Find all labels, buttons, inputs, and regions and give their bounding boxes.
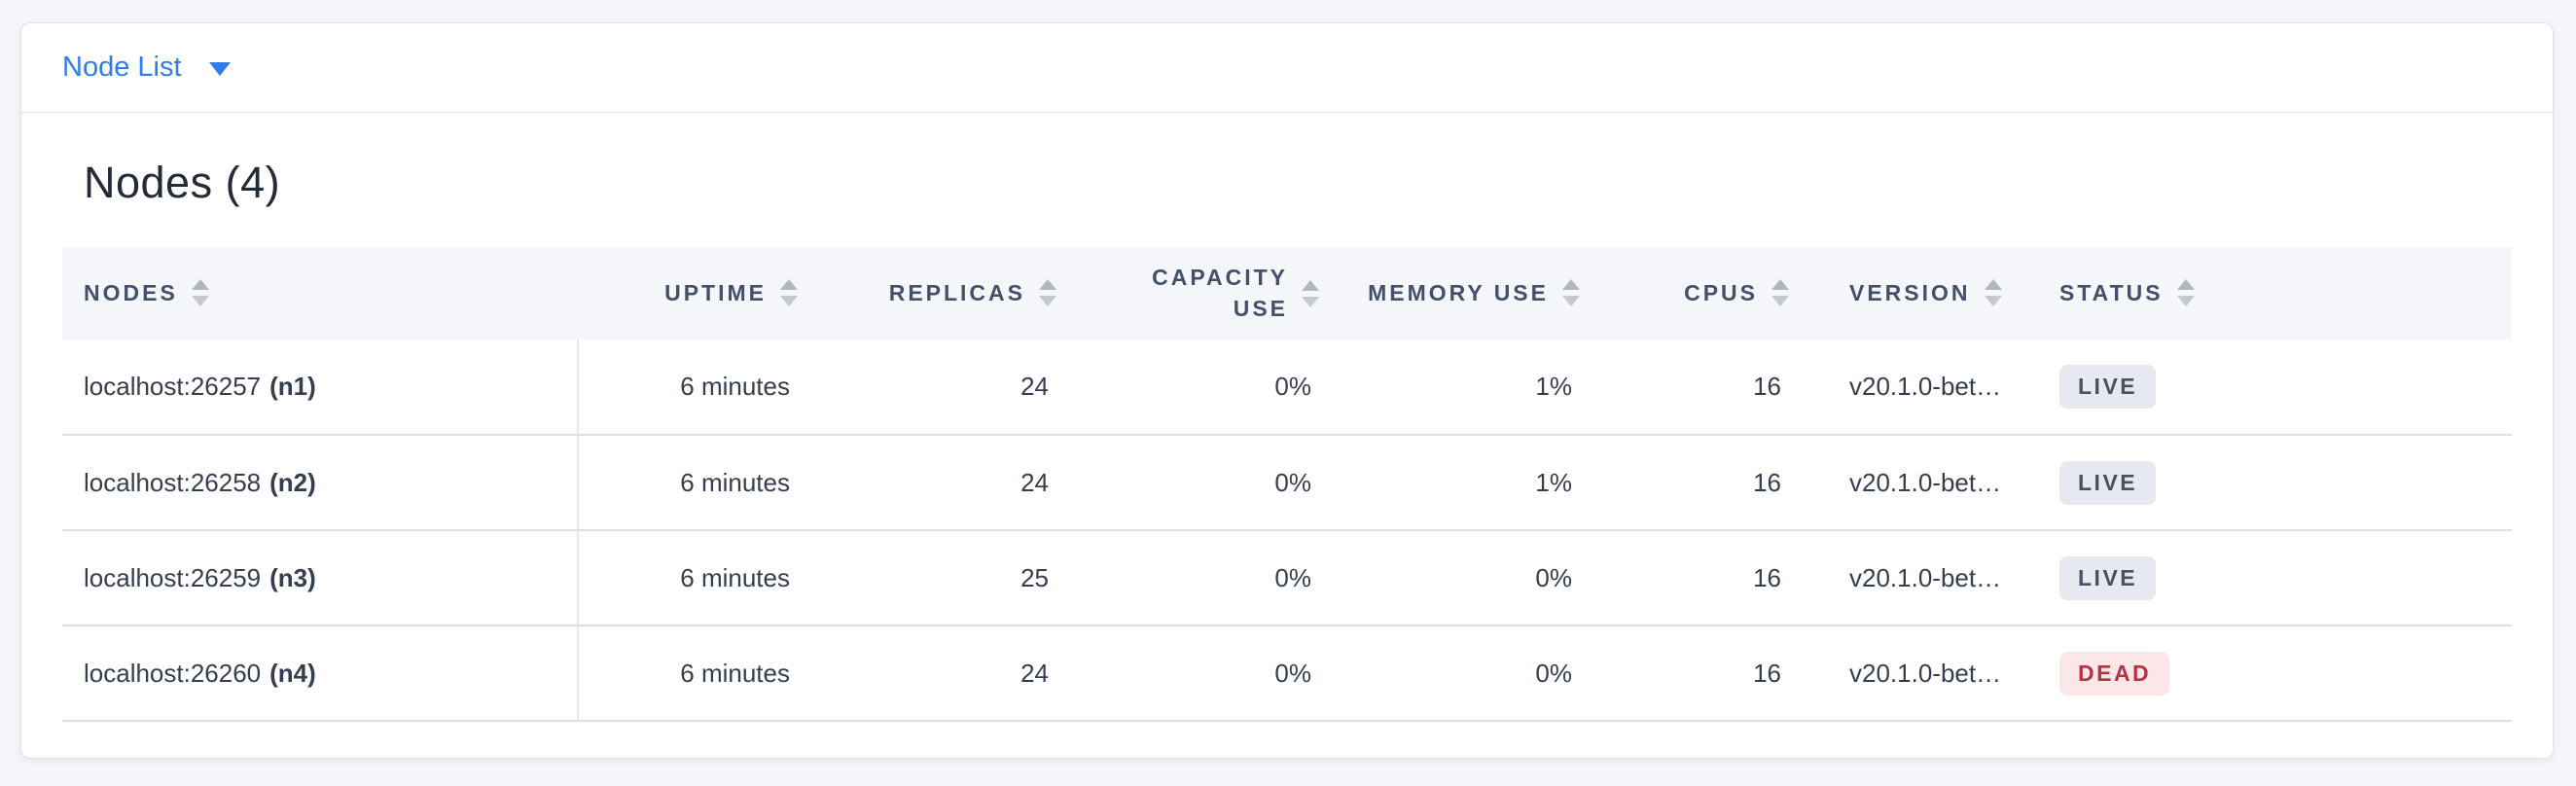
uptime-cell: 6 minutes xyxy=(578,530,811,626)
nodes-table: NODES UPTIME REPLICAS xyxy=(62,247,2512,722)
column-header-uptime[interactable]: UPTIME xyxy=(578,247,811,339)
sort-icon xyxy=(1984,279,2002,307)
node-address-cell: localhost:26260 (n4) xyxy=(62,625,579,722)
column-header-replicas[interactable]: REPLICAS xyxy=(811,247,1070,339)
version-cell: v20.1.0-bet… xyxy=(1803,530,2036,626)
replicas-cell: 25 xyxy=(811,530,1070,626)
replicas-cell: 24 xyxy=(811,339,1070,436)
view-dropdown[interactable]: Node List xyxy=(62,52,231,84)
table-row: localhost:26259 (n3) 6 minutes 25 0% 0% 1… xyxy=(62,530,2512,626)
sort-icon xyxy=(1562,279,1580,307)
sort-icon xyxy=(2176,279,2195,307)
memory-use-cell: 0% xyxy=(1333,625,1593,722)
version-cell: v20.1.0-bet… xyxy=(1803,435,2036,531)
chevron-down-icon xyxy=(208,62,231,76)
status-badge: LIVE xyxy=(2059,460,2157,505)
node-id: (n1) xyxy=(269,372,316,401)
column-header-status[interactable]: STATUS xyxy=(2036,247,2512,339)
memory-use-cell: 1% xyxy=(1333,435,1593,531)
sort-icon xyxy=(1039,279,1056,307)
status-cell: LIVE xyxy=(2036,339,2512,436)
status-cell: LIVE xyxy=(2036,435,2512,531)
status-badge: DEAD xyxy=(2059,651,2170,696)
node-address-cell: localhost:26258 (n2) xyxy=(62,435,579,531)
capacity-use-cell: 0% xyxy=(1070,530,1333,626)
view-dropdown-label: Node List xyxy=(62,52,182,83)
sort-icon xyxy=(1771,279,1789,307)
sort-icon xyxy=(191,279,209,307)
page-title: Nodes (4) xyxy=(84,158,281,207)
column-header-nodes[interactable]: NODES xyxy=(62,247,578,339)
node-list-card: Node List Nodes (4) NODES xyxy=(20,22,2554,759)
node-list-content: Nodes (4) NODES xyxy=(21,113,2553,722)
table-header-row: NODES UPTIME REPLICAS xyxy=(62,247,2512,339)
uptime-cell: 6 minutes xyxy=(578,435,811,531)
uptime-cell: 6 minutes xyxy=(578,339,811,436)
cpus-cell: 16 xyxy=(1593,339,1803,436)
cpus-cell: 16 xyxy=(1593,530,1803,626)
replicas-cell: 24 xyxy=(811,625,1070,722)
node-id: (n4) xyxy=(269,658,316,688)
version-cell: v20.1.0-bet… xyxy=(1803,625,2036,722)
capacity-use-cell: 0% xyxy=(1070,625,1333,722)
status-badge: LIVE xyxy=(2059,365,2157,409)
sort-icon xyxy=(780,279,798,307)
sort-icon xyxy=(1302,279,1319,307)
capacity-use-cell: 0% xyxy=(1070,339,1333,436)
node-address-cell: localhost:26259 (n3) xyxy=(62,530,579,626)
memory-use-cell: 1% xyxy=(1333,339,1593,436)
cpus-cell: 16 xyxy=(1593,625,1803,722)
table-row: localhost:26258 (n2) 6 minutes 24 0% 1% 1… xyxy=(62,435,2512,531)
cpus-cell: 16 xyxy=(1593,435,1803,531)
table-row: localhost:26260 (n4) 6 minutes 24 0% 0% 1… xyxy=(62,625,2512,722)
column-header-capacity-use[interactable]: CAPACITY USE xyxy=(1070,247,1333,339)
node-address-cell: localhost:26257 (n1) xyxy=(62,339,579,436)
memory-use-cell: 0% xyxy=(1333,530,1593,626)
column-header-memory-use[interactable]: MEMORY USE xyxy=(1333,247,1593,339)
capacity-use-cell: 0% xyxy=(1070,435,1333,531)
status-cell: DEAD xyxy=(2036,625,2512,722)
column-header-cpus[interactable]: CPUS xyxy=(1593,247,1803,339)
status-cell: LIVE xyxy=(2036,530,2512,626)
table-row: localhost:26257 (n1) 6 minutes 24 0% 1% 1… xyxy=(62,339,2512,436)
status-badge: LIVE xyxy=(2059,555,2157,600)
view-selector-bar: Node List xyxy=(21,23,2553,113)
version-cell: v20.1.0-bet… xyxy=(1803,339,2036,436)
node-id: (n3) xyxy=(269,562,316,592)
replicas-cell: 24 xyxy=(811,435,1070,531)
uptime-cell: 6 minutes xyxy=(578,625,811,722)
node-id: (n2) xyxy=(269,467,316,497)
column-header-version[interactable]: VERSION xyxy=(1803,247,2036,339)
